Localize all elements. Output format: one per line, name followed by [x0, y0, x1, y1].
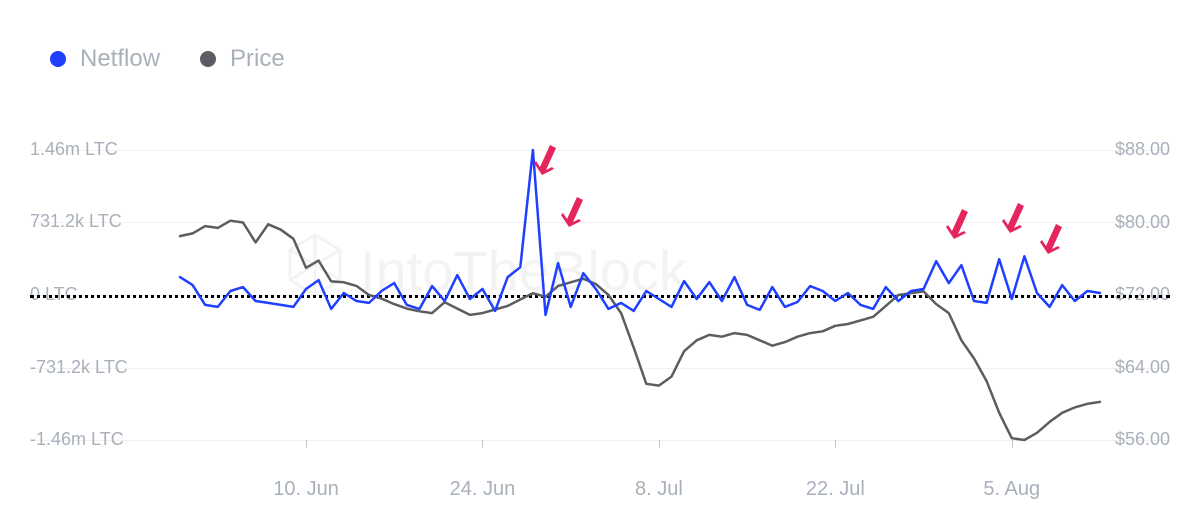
y-left-axis-label: 1.46m LTC — [30, 139, 118, 160]
legend-dot-price — [200, 51, 216, 67]
annotation-arrow-icon — [1038, 222, 1068, 252]
y-left-axis-label: 731.2k LTC — [30, 211, 122, 232]
y-left-axis-label: -1.46m LTC — [30, 429, 124, 450]
chart-area: 1.46m LTC731.2k LTC0 LTC-731.2k LTC-1.46… — [30, 150, 1170, 499]
x-axis-tick — [835, 440, 836, 448]
annotation-arrow-icon — [944, 207, 974, 237]
x-axis-tick — [1012, 440, 1013, 448]
y-right-axis-label: $64.00 — [1115, 357, 1170, 378]
x-axis-label: 22. Jul — [806, 478, 865, 501]
annotation-arrow-icon — [1000, 201, 1030, 231]
x-axis-label: 24. Jun — [450, 478, 516, 501]
x-axis-label: 8. Jul — [635, 478, 683, 501]
y-right-axis-label: $88.00 — [1115, 139, 1170, 160]
chart-plot — [180, 150, 1100, 440]
legend: Netflow Price — [50, 45, 285, 73]
x-axis-tick — [659, 440, 660, 448]
annotation-arrow-icon — [532, 143, 562, 173]
x-axis-label: 10. Jun — [273, 478, 339, 501]
x-axis-tick — [306, 440, 307, 448]
y-right-axis-label: $80.00 — [1115, 212, 1170, 233]
legend-item-price[interactable]: Price — [200, 45, 285, 73]
annotation-arrow-icon — [559, 195, 589, 225]
legend-label: Netflow — [80, 45, 160, 73]
y-right-axis-label: $56.00 — [1115, 429, 1170, 450]
legend-dot-netflow — [50, 51, 66, 67]
y-left-axis-label: -731.2k LTC — [30, 357, 128, 378]
x-axis-label: 5. Aug — [983, 478, 1040, 501]
gridline — [30, 440, 1170, 441]
line-series-price — [180, 221, 1100, 440]
legend-item-netflow[interactable]: Netflow — [50, 45, 160, 73]
x-axis-tick — [482, 440, 483, 448]
legend-label: Price — [230, 45, 285, 73]
